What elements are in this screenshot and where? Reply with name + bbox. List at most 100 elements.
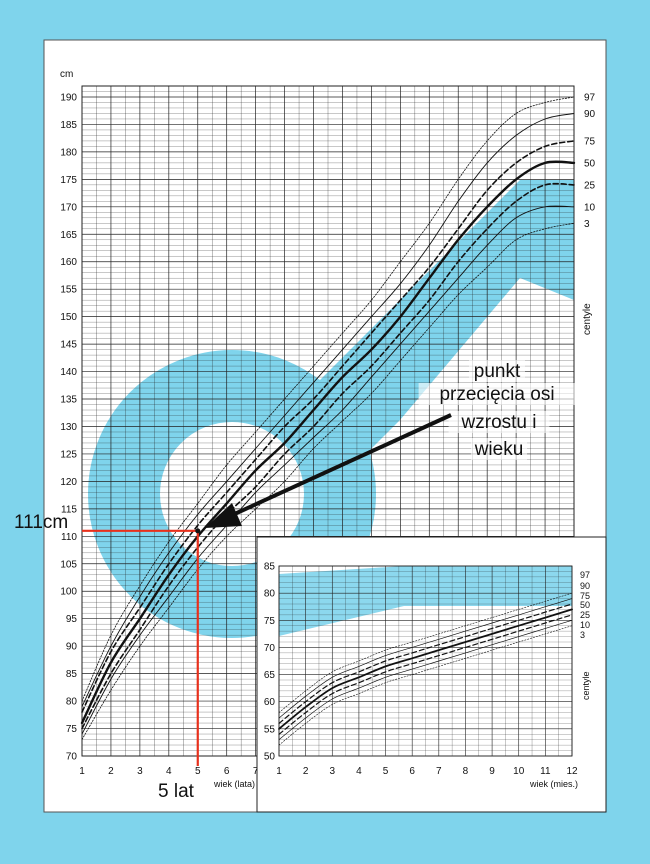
series-line-3 xyxy=(81,222,575,740)
y-tick-90: 90 xyxy=(66,642,78,653)
inset-x-tick-7: 7 xyxy=(436,766,442,777)
y-tick-100: 100 xyxy=(60,587,77,598)
y-tick-70: 70 xyxy=(66,752,78,763)
inset-x-tick-6: 6 xyxy=(409,766,415,777)
y-tick-160: 160 xyxy=(60,257,77,268)
y-tick-170: 170 xyxy=(60,202,77,213)
annotation-text-bg xyxy=(471,438,527,460)
series-label-10: 10 xyxy=(584,202,596,213)
inset-series-line-10 xyxy=(278,619,573,741)
inset-x-axis-label: wiek (mies.) xyxy=(529,779,578,789)
y-tick-110: 110 xyxy=(61,532,77,543)
annotation-text-bg xyxy=(418,383,576,405)
inset-y-tick-60: 60 xyxy=(264,697,276,708)
watermark-ring xyxy=(88,350,376,638)
inset-series-label-25: 25 xyxy=(580,610,590,620)
series-label-75: 75 xyxy=(584,136,596,147)
inset-series-label-3: 3 xyxy=(580,630,585,640)
inset-x-tick-11: 11 xyxy=(540,766,551,777)
inset-y-tick-55: 55 xyxy=(264,724,276,735)
y-tick-85: 85 xyxy=(66,669,78,680)
y-axis-unit-label: cm xyxy=(60,69,73,80)
y-tick-115: 115 xyxy=(61,504,77,515)
series-line-97 xyxy=(81,96,575,702)
annotation-line-1: punkt xyxy=(474,361,521,382)
y-tick-120: 120 xyxy=(60,477,77,488)
y-tick-95: 95 xyxy=(66,614,78,625)
x-axis-label: wiek (lata) xyxy=(213,779,255,789)
inset-series-label-97: 97 xyxy=(580,570,590,580)
inset-x-tick-3: 3 xyxy=(329,766,335,777)
y-tick-145: 145 xyxy=(60,340,77,351)
x-tick-7: 7 xyxy=(253,766,259,777)
inset-series-line-97 xyxy=(278,592,573,713)
series-line-75 xyxy=(81,140,575,713)
inset-series-line-75 xyxy=(278,603,573,724)
inset-series-line-3 xyxy=(278,625,573,746)
y-tick-165: 165 xyxy=(60,230,77,241)
series-line-90 xyxy=(81,113,575,708)
inset-x-tick-5: 5 xyxy=(383,766,389,777)
y-tick-105: 105 xyxy=(60,559,77,570)
inset-x-tick-8: 8 xyxy=(463,766,469,777)
y-tick-130: 130 xyxy=(60,422,77,433)
series-label-50: 50 xyxy=(584,158,596,169)
series-line-50 xyxy=(80,160,576,725)
inset-plot-frame xyxy=(278,565,573,757)
y-tick-140: 140 xyxy=(60,367,77,378)
x-tick-6: 6 xyxy=(224,766,230,777)
series-label-90: 90 xyxy=(584,109,596,120)
inset-series-label-75: 75 xyxy=(580,591,590,601)
inset-x-tick-1: 1 xyxy=(276,766,282,777)
y-tick-80: 80 xyxy=(66,697,78,708)
y-tick-185: 185 xyxy=(60,120,77,131)
x-tick-4: 4 xyxy=(166,766,172,777)
inset-series-line-25 xyxy=(278,614,573,735)
y-tick-190: 190 xyxy=(60,92,77,103)
inset-y-tick-65: 65 xyxy=(264,670,276,681)
y-tick-155: 155 xyxy=(60,285,77,296)
series-line-25 xyxy=(81,182,575,730)
x-tick-3: 3 xyxy=(137,766,143,777)
intersection-point xyxy=(195,528,201,534)
inset-x-tick-2: 2 xyxy=(303,766,309,777)
inset-x-tick-9: 9 xyxy=(489,766,495,777)
annotation-line-2: przecięcia osi xyxy=(439,384,554,405)
annotation-line-3: wzrostu i xyxy=(461,412,537,433)
y-tick-135: 135 xyxy=(60,395,77,406)
y-tick-125: 125 xyxy=(60,449,77,460)
annotation-arrow-shaft xyxy=(227,413,452,519)
inset-y-tick-80: 80 xyxy=(264,589,276,600)
inset-y-tick-70: 70 xyxy=(264,643,276,654)
y-tick-150: 150 xyxy=(60,312,77,323)
series-label-3: 3 xyxy=(584,219,590,230)
inset-series-label-50: 50 xyxy=(580,600,590,610)
series-label-97: 97 xyxy=(584,92,596,103)
centile-axis-label: centyle xyxy=(582,303,593,335)
annotation-text-bg xyxy=(469,360,525,382)
annotation-arrow-head xyxy=(205,503,242,528)
intersection-marker xyxy=(82,528,201,766)
inset-x-tick-12: 12 xyxy=(566,766,578,777)
age-marker-label: 5 lat xyxy=(158,781,195,802)
inset-centile-axis-label: centyle xyxy=(581,671,591,700)
y-tick-180: 180 xyxy=(60,147,77,158)
male-symbol-watermark xyxy=(88,180,574,638)
inset-x-tick-10: 10 xyxy=(513,766,525,777)
inset-y-tick-50: 50 xyxy=(264,752,276,763)
x-tick-2: 2 xyxy=(108,766,114,777)
series-line-10 xyxy=(81,205,575,735)
inset-series-label-90: 90 xyxy=(580,581,590,591)
height-marker-label: 111cm xyxy=(14,512,68,533)
annotation-line-4: wieku xyxy=(474,439,524,460)
watermark-arrow-shaft xyxy=(310,180,574,468)
series-label-25: 25 xyxy=(584,180,596,191)
inset-y-tick-85: 85 xyxy=(264,562,276,573)
x-tick-1: 1 xyxy=(79,766,85,777)
annotation-text-bg xyxy=(448,411,550,433)
inset-series-line-90 xyxy=(278,598,573,719)
